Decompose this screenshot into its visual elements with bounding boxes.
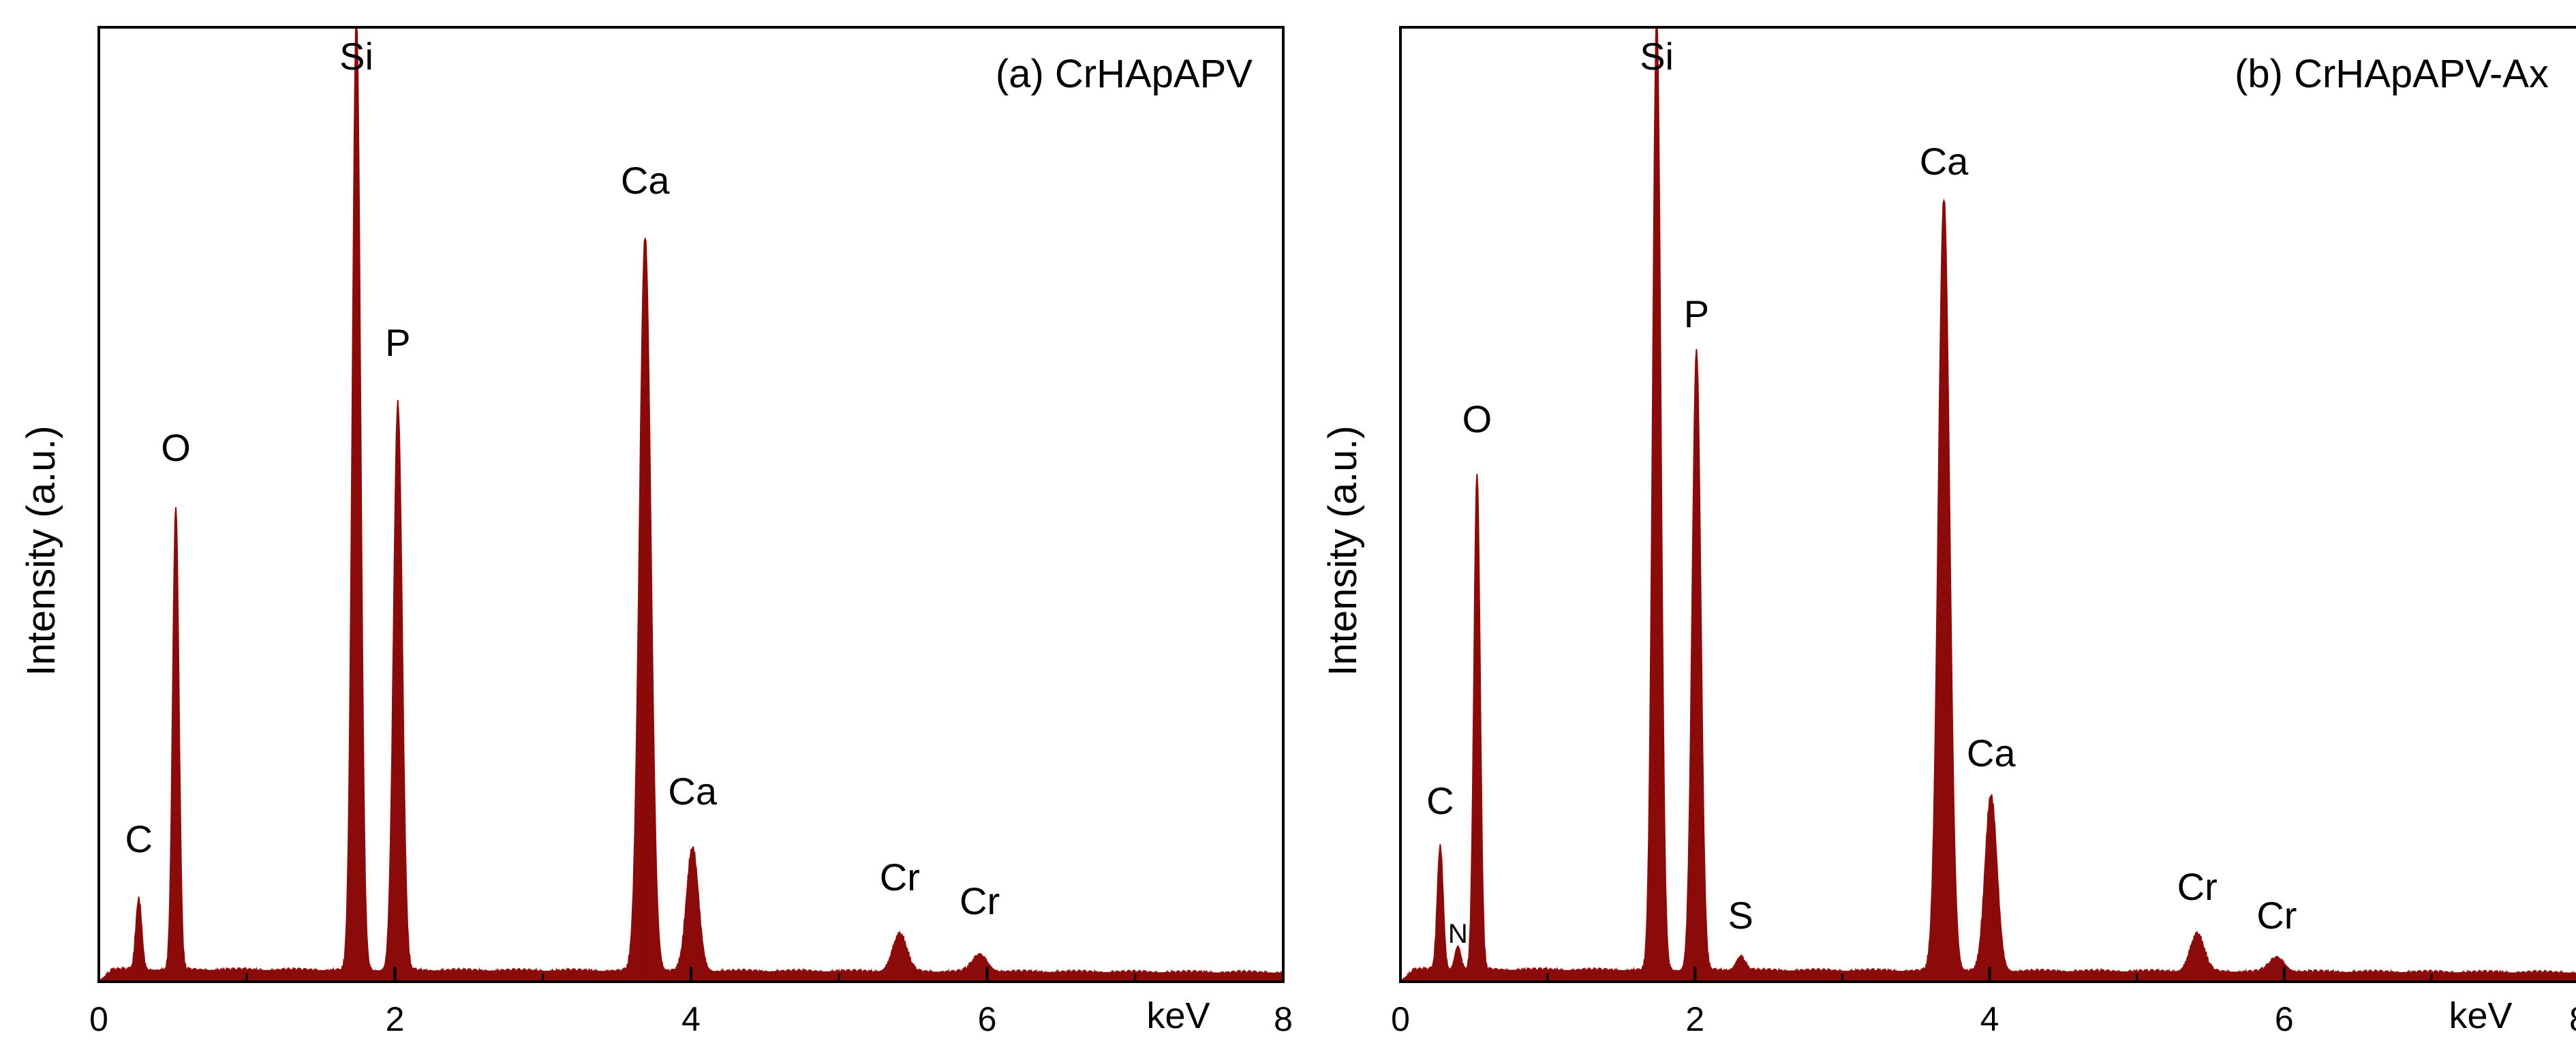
peak-label-a-5: Ca — [668, 770, 717, 813]
y-axis-title-a: Intensity (a.u.) — [19, 425, 63, 676]
plot-area-a: C O Si P Ca Ca Cr Cr — [97, 27, 1284, 982]
x-tick-label-b-1: 2 — [1685, 1000, 1704, 1038]
panel-title-b: (b) CrHApAPV-Ax — [2235, 52, 2549, 96]
peak-label-b-3: Si — [1640, 35, 1674, 78]
spectrum-series-b — [1398, 27, 2576, 982]
peak-label-a-7: Cr — [960, 879, 1000, 922]
peak-label-b-7: Ca — [1967, 731, 2016, 774]
peak-label-a-4: Ca — [621, 159, 670, 202]
spectrum-series-a — [97, 27, 1284, 982]
x-tick-label-b-0: 0 — [1391, 1000, 1410, 1038]
x-tick-label-a-2: 4 — [681, 1000, 701, 1038]
peak-label-b-9: Cr — [2256, 894, 2297, 937]
peak-label-b-6: Ca — [1920, 140, 1969, 183]
peak-label-b-4: P — [1684, 292, 1709, 335]
peak-label-b-8: Cr — [2177, 865, 2218, 908]
x-tick-label-b-2: 4 — [1980, 1000, 1999, 1038]
peak-label-a-2: Si — [339, 35, 373, 78]
peak-label-b-5: S — [1728, 894, 1753, 937]
x-tick-label-b-4: 8 — [2569, 1000, 2576, 1038]
x-tick-label-a-3: 6 — [978, 1000, 997, 1038]
plot-area-b: C N O Si P S Ca Ca Cr Cr — [1398, 27, 2576, 982]
peak-label-b-2: O — [1462, 397, 1492, 440]
x-tick-label-a-0: 0 — [89, 1000, 108, 1038]
plot-frame-a — [97, 26, 1285, 983]
x-axis-unit-b: keV — [2449, 995, 2512, 1036]
x-tick-label-a-4: 8 — [1274, 1000, 1293, 1038]
panel-title-a: (a) CrHApAPV — [996, 52, 1253, 96]
peak-label-a-3: P — [385, 321, 410, 364]
spectrum-panel-a: Intensity (a.u.) C O Si P Ca Ca Cr Cr (a) CrHAp… — [19, 26, 1293, 1038]
peak-label-a-6: Cr — [880, 856, 920, 899]
peak-label-a-0: C — [125, 817, 152, 860]
x-axis-unit-a: keV — [1146, 995, 1210, 1036]
y-axis-title-b: Intensity (a.u.) — [1321, 425, 1365, 676]
peak-label-b-0: C — [1426, 779, 1454, 822]
peak-label-a-1: O — [161, 426, 191, 469]
spectrum-panel-b: Intensity (a.u.) C N O Si P S Ca Ca Cr Cr (b) CrH… — [1321, 26, 2576, 1038]
x-tick-label-a-1: 2 — [386, 1000, 405, 1038]
x-tick-label-b-3: 6 — [2275, 1000, 2294, 1038]
peak-label-b-1: N — [1448, 919, 1468, 949]
